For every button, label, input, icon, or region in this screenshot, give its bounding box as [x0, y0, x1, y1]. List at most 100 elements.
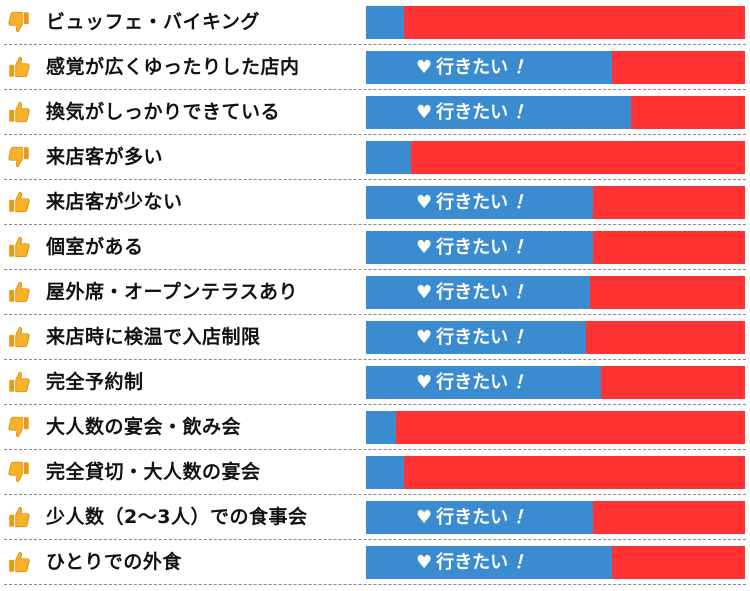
want-text: 行きたい [436, 102, 509, 123]
heart-icon: ♥ [416, 372, 433, 393]
bar-positive [366, 276, 590, 309]
thumbs-down-icon [6, 9, 32, 35]
want-label: ♥ 行きたい！ [416, 366, 532, 399]
heart-icon: ♥ [416, 57, 433, 78]
thumbs-up-icon [6, 54, 32, 80]
bar-track: ♥ 行きたい！ [366, 546, 745, 579]
bar-positive [366, 51, 612, 84]
category-label: 大人数の宴会・飲み会 [46, 416, 242, 438]
row-divider [4, 539, 746, 540]
want-mark: ！ [514, 102, 533, 123]
want-mark: ！ [514, 57, 533, 78]
bar-negative [601, 366, 745, 399]
chart-row: 完全予約制 ♥ 行きたい！ [0, 360, 750, 405]
bar-track: ♥ 行きたい！ [366, 96, 745, 129]
thumbs-up-icon [6, 99, 32, 125]
heart-icon: ♥ [416, 282, 433, 303]
want-label: ♥ 行きたい！ [416, 546, 532, 579]
thumbs-up-icon [6, 234, 32, 260]
bar-negative [396, 411, 745, 444]
thumbs-up-icon [6, 504, 32, 530]
want-mark: ！ [514, 327, 533, 348]
chart-row: 個室がある ♥ 行きたい！ [0, 225, 750, 270]
row-divider [4, 134, 746, 135]
bar-negative [404, 456, 745, 489]
bar-negative [590, 276, 745, 309]
bar-track: ♥ 行きたい！ [366, 276, 745, 309]
bar-negative [411, 141, 745, 174]
bar-negative [586, 321, 745, 354]
want-label: ♥ 行きたい！ [416, 186, 532, 219]
thumbs-up-icon [6, 549, 32, 575]
bar-positive [366, 96, 631, 129]
want-text: 行きたい [436, 237, 509, 258]
category-label: 完全貸切・大人数の宴会 [46, 461, 261, 483]
chart-row: 来店客が多い [0, 135, 750, 180]
bar-positive [366, 231, 593, 264]
row-divider [4, 449, 746, 450]
category-label: 完全予約制 [46, 371, 144, 393]
heart-icon: ♥ [416, 237, 433, 258]
row-divider [4, 44, 746, 45]
chart-row: 大人数の宴会・飲み会 [0, 405, 750, 450]
chart-row: ひとりでの外食 ♥ 行きたい！ [0, 540, 750, 585]
bar-positive [366, 141, 411, 174]
want-mark: ！ [514, 507, 533, 528]
heart-icon: ♥ [416, 102, 433, 123]
row-divider [4, 404, 746, 405]
thumbs-down-icon [6, 459, 32, 485]
heart-icon: ♥ [416, 327, 433, 348]
want-mark: ！ [514, 282, 533, 303]
want-text: 行きたい [436, 192, 509, 213]
chart-row: 換気がしっかりできている ♥ 行きたい！ [0, 90, 750, 135]
want-label: ♥ 行きたい！ [416, 501, 532, 534]
bar-negative [612, 546, 745, 579]
want-label: ♥ 行きたい！ [416, 231, 532, 264]
heart-icon: ♥ [416, 552, 433, 573]
want-text: 行きたい [436, 552, 509, 573]
thumbs-up-icon [6, 189, 32, 215]
category-label: 少人数（2〜3人）での食事会 [46, 506, 308, 528]
want-mark: ！ [514, 372, 533, 393]
bar-track: ♥ 行きたい！ [366, 501, 745, 534]
bar-track [366, 456, 745, 489]
chart-row: 少人数（2〜3人）での食事会 ♥ 行きたい！ [0, 495, 750, 540]
category-label: 来店時に検温で入店制限 [46, 326, 261, 348]
want-mark: ！ [514, 552, 533, 573]
category-label: 感覚が広くゆったりした店内 [46, 56, 300, 78]
chart-row: 屋外席・オープンテラスあり ♥ 行きたい！ [0, 270, 750, 315]
want-text: 行きたい [436, 372, 509, 393]
want-label: ♥ 行きたい！ [416, 321, 532, 354]
chart-row: 来店時に検温で入店制限 ♥ 行きたい！ [0, 315, 750, 360]
bar-positive [366, 501, 593, 534]
bar-negative [631, 96, 745, 129]
heart-icon: ♥ [416, 192, 433, 213]
bar-track: ♥ 行きたい！ [366, 321, 745, 354]
thumbs-up-icon [6, 369, 32, 395]
row-divider [4, 584, 746, 585]
chart-row: ビュッフェ・バイキング [0, 0, 750, 45]
chart-row: 完全貸切・大人数の宴会 [0, 450, 750, 495]
row-divider [4, 269, 746, 270]
thumbs-up-icon [6, 279, 32, 305]
bar-track: ♥ 行きたい！ [366, 51, 745, 84]
category-label: 来店客が多い [46, 146, 164, 168]
row-divider [4, 494, 746, 495]
thumbs-down-icon [6, 414, 32, 440]
want-text: 行きたい [436, 327, 509, 348]
bar-negative [612, 51, 745, 84]
row-divider [4, 224, 746, 225]
want-text: 行きたい [436, 507, 509, 528]
want-text: 行きたい [436, 282, 509, 303]
bar-negative [593, 501, 745, 534]
want-label: ♥ 行きたい！ [416, 96, 532, 129]
bar-negative [593, 231, 745, 264]
want-mark: ！ [514, 237, 533, 258]
bar-track [366, 141, 745, 174]
want-text: 行きたい [436, 57, 509, 78]
row-divider [4, 179, 746, 180]
bar-track [366, 411, 745, 444]
chart-row: 感覚が広くゆったりした店内 ♥ 行きたい！ [0, 45, 750, 90]
category-label: 屋外席・オープンテラスあり [46, 281, 298, 303]
